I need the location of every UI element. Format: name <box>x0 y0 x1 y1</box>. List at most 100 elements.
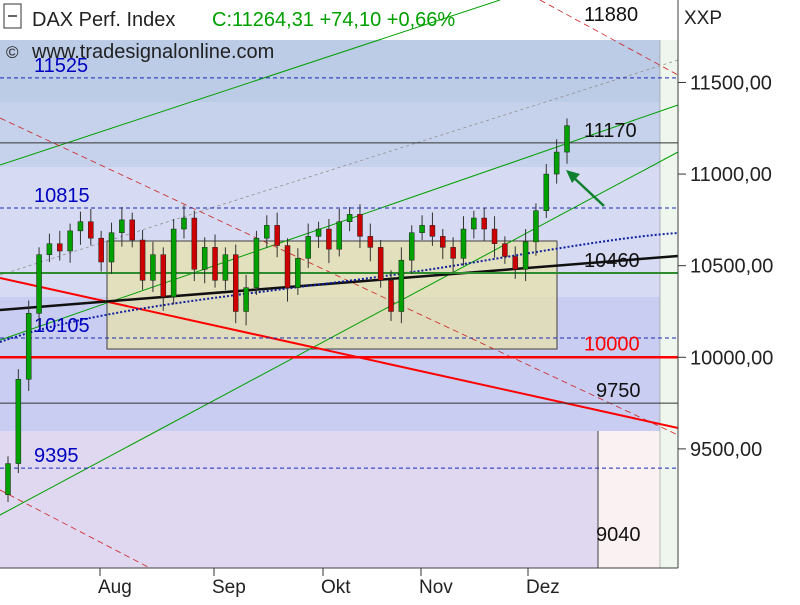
instrument-title: DAX Perf. Index <box>32 9 175 31</box>
level-label: 11170 <box>584 120 637 142</box>
zone-top <box>0 0 678 40</box>
level-label: 9040 <box>596 524 641 546</box>
candle-body <box>336 221 343 250</box>
candle-body <box>346 214 353 222</box>
candle-body <box>388 280 394 312</box>
level-label: 9395 <box>34 445 79 467</box>
candle-body <box>408 232 415 261</box>
candle-body <box>315 228 322 237</box>
level-label: 10460 <box>584 250 640 272</box>
axis-background <box>678 0 800 600</box>
x-tick-label: Dez <box>526 577 560 598</box>
candle-body <box>553 151 560 175</box>
x-tick-label: Aug <box>98 577 132 598</box>
candle-body <box>243 287 249 312</box>
candle-body <box>429 225 436 237</box>
candle-body <box>543 173 550 211</box>
red-dashed-top <box>539 0 679 76</box>
candle-body <box>326 228 332 250</box>
level-label: 11880 <box>584 4 638 26</box>
y-tick-label: 10500,00 <box>690 256 773 278</box>
candle-body <box>36 254 42 314</box>
candle-body <box>170 228 177 298</box>
candle-body <box>471 217 477 230</box>
candle-body <box>274 225 280 246</box>
candle-body <box>129 219 135 241</box>
x-tick-label: Nov <box>419 577 453 598</box>
channel-upper <box>0 0 501 166</box>
candle-body <box>460 228 467 259</box>
candle-body <box>295 258 301 288</box>
axis-code: XXP <box>684 8 722 29</box>
candle-body <box>67 230 73 252</box>
y-tick-label: 9500,00 <box>690 439 762 461</box>
candle-body <box>253 237 260 288</box>
candle-body <box>119 219 125 233</box>
level-label: 10105 <box>34 315 90 337</box>
candle-body <box>522 241 529 270</box>
zone-lower-right <box>598 431 660 568</box>
candle-body <box>57 243 63 252</box>
candle-body <box>160 254 167 298</box>
candle-body <box>88 221 94 239</box>
candle-body <box>15 379 22 464</box>
level-label: 10000 <box>584 333 640 355</box>
moving-average <box>0 232 679 343</box>
source-url: www.tradesignalonline.com <box>31 41 274 63</box>
candle-body <box>419 225 425 233</box>
candle-body <box>264 225 270 239</box>
candle-body <box>491 228 498 244</box>
candle-body <box>533 210 539 243</box>
candle-body <box>222 254 229 281</box>
candle-body <box>201 247 208 270</box>
x-tick-label: Okt <box>321 577 351 598</box>
candle-body <box>502 243 508 257</box>
red-dashed-mid <box>0 117 679 436</box>
candle-body <box>150 254 156 281</box>
candle-body <box>284 245 291 288</box>
y-tick-label: 10000,00 <box>690 347 773 369</box>
candle-body <box>77 221 84 232</box>
candle-body <box>232 254 239 312</box>
zone-upper <box>0 40 660 102</box>
zone-lower <box>0 431 598 568</box>
red-dashed-low <box>0 489 151 569</box>
candle-body <box>305 236 311 259</box>
candle-body <box>139 239 146 281</box>
zone-upper-mid <box>0 102 660 167</box>
candle-body <box>512 256 518 270</box>
candle-body <box>481 217 487 230</box>
candle-body <box>357 214 363 237</box>
channel-lower <box>0 151 679 516</box>
candle-body <box>46 243 53 255</box>
candle-body <box>377 247 384 281</box>
candle-body <box>108 232 115 263</box>
x-tick-label: Sep <box>212 577 246 598</box>
candle-body <box>398 259 405 312</box>
quote-readout: C:11264,31 +74,10 +0,66% <box>212 9 455 31</box>
candle-body <box>564 125 570 153</box>
candle-body <box>212 247 218 281</box>
y-axis: 9500,00 10000,00 10500,00 11000,00 11500,00 <box>678 72 773 461</box>
candle-body <box>367 236 374 248</box>
candle-body <box>181 217 187 230</box>
y-tick-label: 11500,00 <box>690 72 772 94</box>
zone-right-strip <box>660 40 678 568</box>
y-tick-label: 11000,00 <box>690 164 772 186</box>
level-lines: 11880 11525 11170 10815 10460 10105 10000 9750 9… <box>0 4 678 546</box>
candle-body <box>98 237 104 263</box>
candle-body <box>25 313 32 380</box>
x-axis-background <box>0 568 800 600</box>
level-label: 9750 <box>596 380 641 402</box>
channel-mid-dashed <box>0 59 679 276</box>
arrow-annotation <box>566 170 605 207</box>
candle-body <box>440 236 446 248</box>
copyright-icon: © <box>6 43 19 62</box>
candle-body <box>5 463 11 495</box>
x-axis: Aug Sep Okt Nov Dez <box>98 568 560 598</box>
candles <box>5 118 570 503</box>
level-label: 11525 <box>34 55 88 77</box>
chart-header: DAX Perf. Index C:11264,31 +74,10 +0,66%… <box>3 3 455 63</box>
